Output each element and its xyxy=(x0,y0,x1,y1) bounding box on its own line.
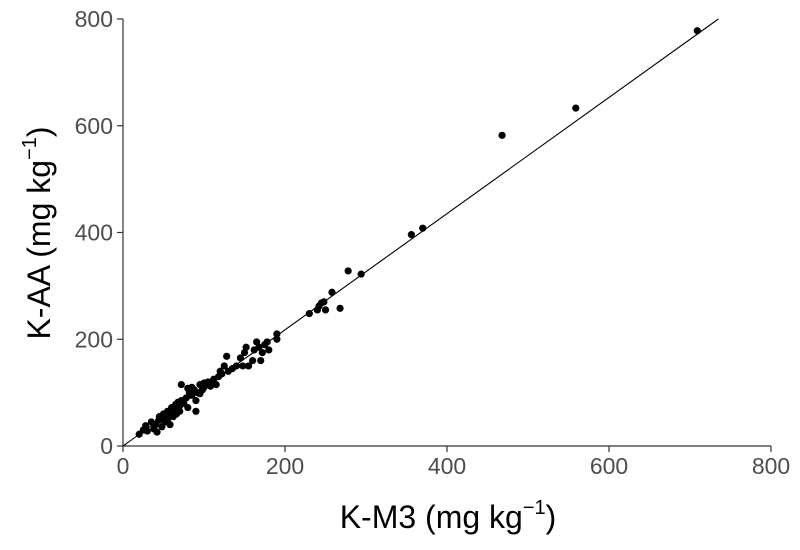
data-point xyxy=(419,224,427,232)
data-point xyxy=(328,288,336,296)
data-point xyxy=(166,421,174,429)
data-point xyxy=(232,362,240,370)
data-point xyxy=(321,306,330,314)
data-point xyxy=(249,357,257,365)
data-point xyxy=(357,270,365,278)
y-tick-label: 200 xyxy=(75,326,113,352)
data-point xyxy=(242,343,250,351)
data-point xyxy=(223,352,231,360)
y-tick-label: 800 xyxy=(75,6,113,32)
data-point xyxy=(177,381,185,389)
data-point xyxy=(257,357,265,365)
x-axis-title: K-M3 (mg kg−1) xyxy=(340,497,557,535)
data-point xyxy=(273,335,281,343)
x-tick-label: 200 xyxy=(266,453,304,479)
y-axis-title: K-AA (mg kg−1) xyxy=(19,126,57,339)
x-tick-label: 600 xyxy=(590,453,628,479)
y-axis-ticks: 0 200 400 600 800 xyxy=(75,6,123,459)
x-tick-label: 800 xyxy=(752,453,790,479)
data-point xyxy=(212,381,220,389)
data-point xyxy=(336,304,344,312)
x-axis-ticks: 0 200 400 600 800 xyxy=(117,446,790,479)
data-point xyxy=(258,348,266,357)
y-tick-label: 600 xyxy=(75,113,113,139)
y-tick-label: 400 xyxy=(75,220,113,246)
data-point xyxy=(344,267,352,275)
data-point xyxy=(236,354,245,362)
x-tick-label: 0 xyxy=(117,453,130,479)
data-point xyxy=(153,428,161,436)
data-point xyxy=(255,343,263,351)
data-point xyxy=(192,407,200,415)
data-point xyxy=(218,370,226,378)
data-point xyxy=(572,104,580,112)
data-point xyxy=(176,407,184,415)
data-point xyxy=(320,298,328,306)
data-point xyxy=(498,131,506,139)
data-point xyxy=(273,330,281,338)
data-point xyxy=(244,362,253,370)
data-point xyxy=(184,403,192,412)
data-point xyxy=(220,362,228,370)
data-point xyxy=(192,397,200,405)
data-point xyxy=(693,27,701,35)
data-point xyxy=(182,394,190,402)
data-point xyxy=(200,383,208,391)
data-point xyxy=(239,362,247,370)
data-points xyxy=(135,27,701,438)
axes: 0 200 400 600 800 0 200 400 600 800 xyxy=(75,6,791,479)
x-tick-label: 400 xyxy=(428,453,466,479)
data-point xyxy=(407,231,415,239)
data-point xyxy=(265,346,273,354)
data-point xyxy=(263,338,271,346)
data-point xyxy=(305,310,313,318)
y-tick-label: 0 xyxy=(100,433,113,459)
data-point xyxy=(143,427,151,435)
